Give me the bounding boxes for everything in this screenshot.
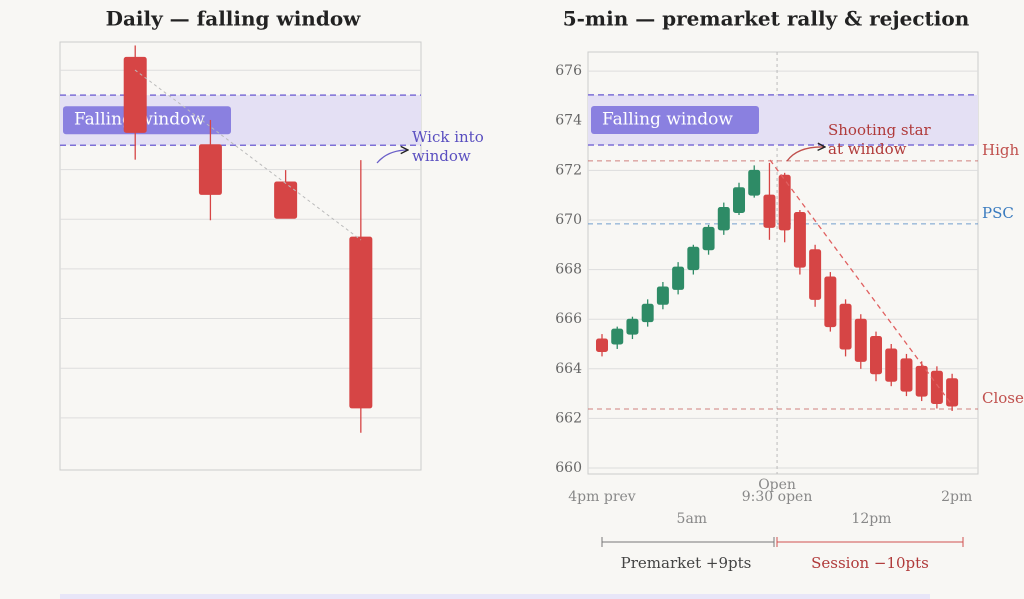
level-label: PSC xyxy=(982,204,1014,222)
candle-body xyxy=(349,236,373,409)
level-label: High xyxy=(982,141,1019,159)
candle-body xyxy=(611,328,624,345)
candle-body xyxy=(702,226,715,251)
bracket xyxy=(601,537,775,547)
daily-chart: Falling window xyxy=(60,45,421,433)
candle-body xyxy=(839,303,852,350)
window-label-box xyxy=(63,106,231,135)
candle-body xyxy=(915,365,928,397)
annotation: Shooting star xyxy=(828,121,932,139)
chart-title: 5-min — premarket rally & rejection xyxy=(563,7,970,31)
window-label: Falling window xyxy=(602,109,733,129)
candle-body xyxy=(596,338,609,352)
footer-strip xyxy=(60,594,930,599)
candle-body xyxy=(809,249,822,300)
y-tick-label: 668 xyxy=(555,262,582,278)
candle-body xyxy=(626,318,639,335)
annotation: window xyxy=(412,147,471,165)
candle-body xyxy=(778,174,791,231)
trendline xyxy=(134,69,362,241)
y-tick-label: 672 xyxy=(555,162,582,178)
trendline xyxy=(769,159,953,406)
arrow xyxy=(786,147,825,162)
candle-body xyxy=(641,303,654,323)
candle-body xyxy=(763,194,776,228)
y-tick-label: 676 xyxy=(555,63,582,79)
candle-body xyxy=(123,56,147,133)
candle-body xyxy=(793,212,806,268)
candle-body xyxy=(870,336,883,375)
x-tick-label: 5am xyxy=(677,511,708,527)
candle-body xyxy=(672,266,685,290)
x-tick-label: 4pm prev xyxy=(568,489,636,505)
open-label: Open xyxy=(758,477,796,493)
candle-body xyxy=(824,276,837,328)
candle-body xyxy=(930,370,943,405)
candle-body xyxy=(687,246,700,271)
y-tick-label: 664 xyxy=(555,361,582,377)
candle-body xyxy=(198,144,222,195)
candle-body xyxy=(717,207,730,231)
segment-label: Premarket +9pts xyxy=(621,554,752,572)
y-tick-label: 670 xyxy=(555,212,582,228)
candle-body xyxy=(274,181,298,219)
x-tick-label: 12pm xyxy=(851,511,891,527)
segment-label: Session −10pts xyxy=(811,554,929,572)
level-label: Close xyxy=(982,389,1024,407)
arrow xyxy=(376,150,408,164)
x-tick-label: 9:30 open xyxy=(742,489,813,505)
x-tick-label: 2pm xyxy=(941,489,972,505)
y-tick-label: 660 xyxy=(555,460,582,476)
annotation: at window xyxy=(828,140,907,158)
candle-body xyxy=(656,286,669,305)
y-tick-label: 662 xyxy=(555,410,582,426)
candle-body xyxy=(854,318,867,362)
window-label-box xyxy=(591,105,759,134)
candle-body xyxy=(946,378,959,407)
bracket xyxy=(776,537,964,547)
candle-body xyxy=(748,169,761,196)
candle-body xyxy=(900,358,913,392)
y-tick-label: 666 xyxy=(555,311,582,327)
y-tick-label: 674 xyxy=(555,113,582,129)
annotation: Wick into xyxy=(412,128,484,146)
candle-body xyxy=(733,187,746,214)
candle-body xyxy=(885,348,898,382)
chart-title: Daily — falling window xyxy=(106,7,362,31)
intraday-chart: 660 662 664 666 668 670 672 674 676 4pm prev 9:30 … xyxy=(555,52,1024,527)
